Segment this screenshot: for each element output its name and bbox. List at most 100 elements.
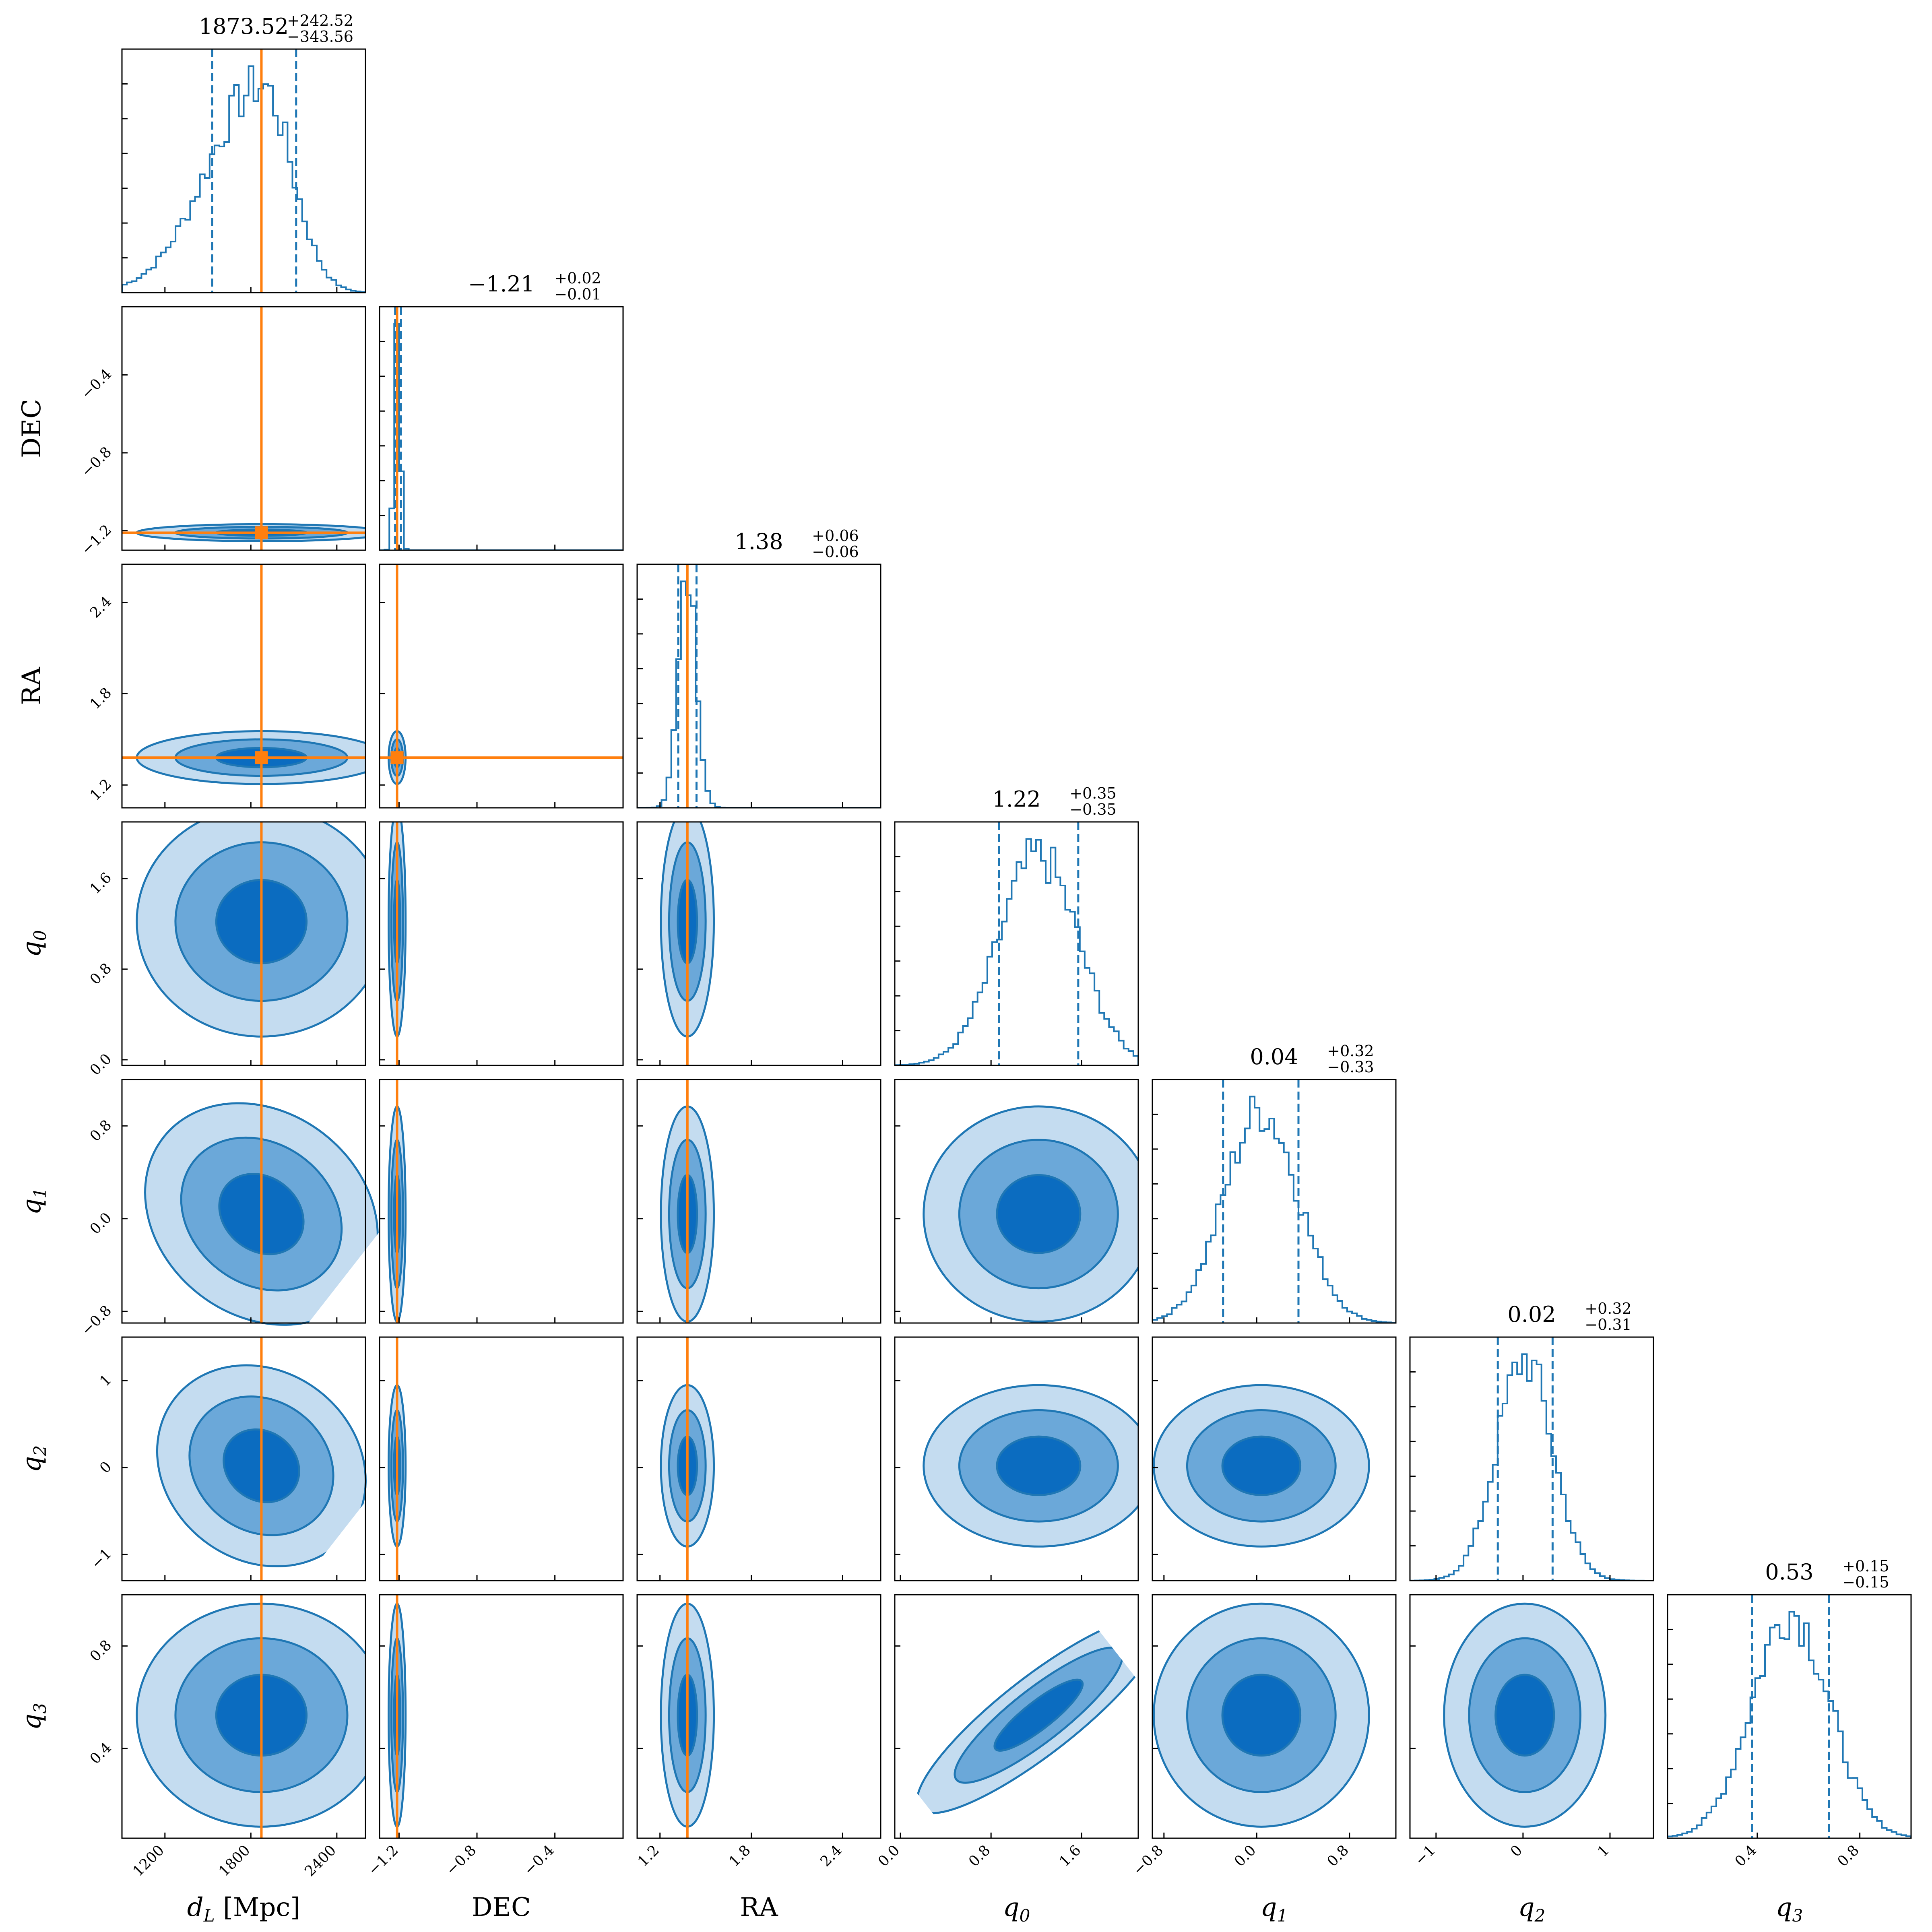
panel-frame xyxy=(894,1336,1139,1581)
panel-frame xyxy=(636,1079,881,1324)
title-dL: 1873.52 xyxy=(199,14,289,39)
panel-frame xyxy=(121,1079,366,1324)
y-tick-label-q1-0: −0.8 xyxy=(78,1302,115,1339)
y-tick-label-q1-2: 0.8 xyxy=(87,1117,115,1145)
panel-RA-dL: 1.2 1.8 2.4 xyxy=(87,564,366,809)
y-tick-label-q2-0: −1 xyxy=(88,1546,115,1573)
panel-frame xyxy=(894,821,1139,1066)
y-axis-label-RA: RA xyxy=(17,667,47,705)
panel-q1-RA xyxy=(636,1079,881,1324)
x-tick-label-q2-0: −1 xyxy=(1412,1842,1439,1869)
panel-frame xyxy=(636,564,881,809)
title-q2: 0.02 xyxy=(1507,1302,1556,1327)
panel-q1-DEC xyxy=(379,1079,624,1324)
contour-3-q1-q2 xyxy=(1221,1435,1302,1496)
panel-frame xyxy=(121,306,366,551)
y-axis-label-q0: q0 xyxy=(17,930,50,958)
panel-q2-RA xyxy=(636,1336,881,1581)
y-tick-label-DEC-1: −0.8 xyxy=(78,444,115,480)
y-axis-label-q1: q1 xyxy=(17,1188,50,1215)
y-tick-label-q0-2: 1.6 xyxy=(87,869,115,897)
panel-frame xyxy=(1152,1079,1397,1324)
x-axis-label-q2: q2 xyxy=(1518,1893,1546,1926)
panel-frame xyxy=(894,1594,1139,1839)
panel-q2-q2: 0.02 +0.32−0.31 xyxy=(1409,1300,1654,1581)
x-tick-label-q1-1: 0.0 xyxy=(1231,1842,1259,1870)
x-tick-label-q2-1: 0 xyxy=(1507,1842,1525,1860)
panel-dL-dL: 1873.52+242.52−343.56 xyxy=(121,12,366,293)
panel-frame xyxy=(894,1079,1139,1324)
panel-frame xyxy=(1152,1336,1397,1581)
y-tick-label-RA-1: 1.8 xyxy=(87,685,115,712)
panel-q3-q3: 0.53 +0.15−0.15 0.4 0.8 xyxy=(1667,1557,1912,1870)
y-tick-label-q0-1: 0.8 xyxy=(87,960,115,988)
title-err-minus-q1: −0.33 xyxy=(1327,1058,1374,1076)
x-axis-label-q1: q1 xyxy=(1261,1893,1288,1926)
panel-frame xyxy=(636,1336,881,1581)
y-axis-label-q3: q3 xyxy=(17,1703,50,1730)
x-tick-label-q0-2: 1.6 xyxy=(1056,1842,1084,1870)
contour-3-q0-q3 xyxy=(993,1678,1084,1752)
y-axis-label-DEC: DEC xyxy=(17,399,47,458)
title-err-plus-DEC: +0.02 xyxy=(554,269,601,287)
x-tick-label-q0-0: 0.0 xyxy=(875,1842,903,1870)
panel-q3-q0: 0.0 0.8 1.6 xyxy=(875,1594,1162,1870)
x-axis-label-q0: q0 xyxy=(1003,1893,1030,1926)
title-err-plus-q0: +0.35 xyxy=(1069,784,1116,802)
y-tick-label-q1-1: 0.0 xyxy=(87,1210,115,1237)
x-tick-label-DEC-0: −1.2 xyxy=(365,1842,402,1878)
panel-RA-RA: 1.38 +0.06−0.06 xyxy=(636,527,881,809)
title-err-plus-dL: +242.52 xyxy=(287,12,353,29)
title-q0: 1.22 xyxy=(992,786,1040,812)
y-tick-label-RA-2: 2.4 xyxy=(87,593,115,621)
x-tick-label-q1-0: −0.8 xyxy=(1130,1842,1166,1878)
title-err-plus-q3: +0.15 xyxy=(1842,1557,1889,1575)
panel-frame xyxy=(636,1594,881,1839)
x-tick-label-RA-1: 1.8 xyxy=(726,1842,753,1870)
x-tick-label-q0-1: 0.8 xyxy=(966,1842,993,1870)
panel-frame xyxy=(379,306,624,551)
y-tick-label-RA-0: 1.2 xyxy=(87,776,115,804)
histogram-q0 xyxy=(895,838,1138,1065)
x-tick-label-q3-0: 0.4 xyxy=(1732,1842,1760,1870)
x-tick-label-DEC-1: −0.8 xyxy=(443,1842,480,1878)
y-tick-label-q0-0: 0.0 xyxy=(87,1051,115,1078)
panel-frame xyxy=(379,1594,624,1839)
panel-frame xyxy=(636,821,881,1066)
panel-q0-dL: 0.0 0.8 1.6 xyxy=(87,821,366,1079)
contour-3-q2-q3 xyxy=(1494,1674,1555,1757)
title-err-plus-q1: +0.32 xyxy=(1327,1042,1374,1060)
histogram-dL xyxy=(122,65,365,293)
x-tick-label-DEC-2: −0.4 xyxy=(521,1842,557,1878)
y-tick-label-q3-0: 0.4 xyxy=(87,1739,115,1767)
y-tick-label-DEC-0: −1.2 xyxy=(78,522,115,558)
panel-DEC-DEC: −1.21 +0.02−0.01 xyxy=(379,269,624,551)
panel-q2-dL: −1 0 1 xyxy=(88,1336,367,1581)
panel-q3-DEC: −1.2 −0.8 −0.4 xyxy=(365,1594,624,1878)
panel-frame xyxy=(1409,1336,1654,1581)
title-err-minus-q2: −0.31 xyxy=(1585,1316,1631,1333)
title-q3: 0.53 xyxy=(1765,1559,1813,1585)
title-err-minus-RA: −0.06 xyxy=(812,543,859,561)
histogram-RA xyxy=(637,580,881,808)
panel-q0-DEC xyxy=(379,821,624,1066)
panel-frame xyxy=(121,821,366,1066)
title-err-minus-DEC: −0.01 xyxy=(554,285,601,303)
y-tick-label-q2-2: 1 xyxy=(97,1371,115,1389)
title-err-plus-RA: +0.06 xyxy=(812,527,859,545)
panel-frame xyxy=(379,1336,624,1581)
panel-frame xyxy=(379,1079,624,1324)
panel-frame xyxy=(121,1594,366,1839)
x-axis-label-DEC: DEC xyxy=(472,1893,531,1922)
truth-marker-DEC-RA xyxy=(390,751,404,764)
panel-q1-q1: 0.04 +0.32−0.33 xyxy=(1152,1042,1397,1324)
y-tick-label-q3-1: 0.8 xyxy=(87,1637,115,1665)
panel-q3-dL: 1200 1800 2400 0.4 0.8 xyxy=(87,1594,366,1880)
y-tick-label-q2-1: 0 xyxy=(97,1458,115,1476)
panel-q3-q2: −1 0 1 xyxy=(1409,1594,1654,1869)
panel-q0-q0: 1.22 +0.35−0.35 xyxy=(894,784,1139,1066)
panel-DEC-dL: −1.2 −0.8 −0.4 xyxy=(78,306,366,558)
panel-frame xyxy=(379,821,624,1066)
title-err-minus-q0: −0.35 xyxy=(1069,801,1116,818)
